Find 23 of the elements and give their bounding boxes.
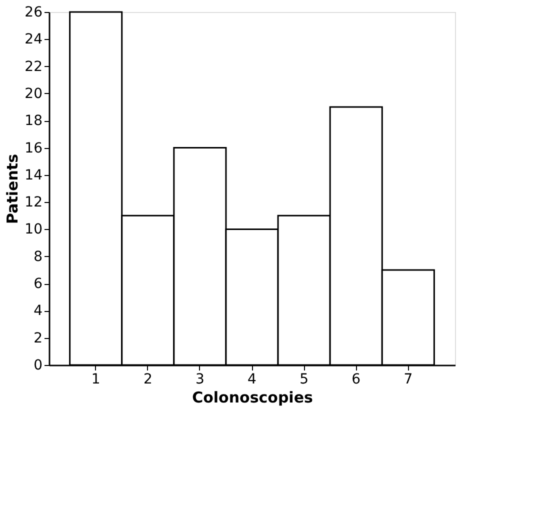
x-tick-label: 2 (143, 372, 152, 388)
y-tick-label: 20 (24, 86, 42, 102)
x-tick-label: 4 (248, 372, 257, 388)
y-tick-label: 12 (24, 194, 42, 211)
y-tick-label: 0 (34, 358, 42, 374)
y-tick-label: 14 (24, 167, 43, 184)
y-tick-label: 22 (24, 58, 42, 75)
y-tick-label: 2 (34, 330, 42, 346)
x-tick-label: 3 (195, 372, 204, 388)
x-tick-label: 1 (91, 372, 100, 388)
y-tick-label: 4 (34, 303, 43, 320)
y-tick-label: 24 (24, 32, 43, 48)
x-axis-title: Colonoscopies (192, 388, 313, 406)
x-tick-label: 7 (404, 372, 413, 388)
y-tick-label: 8 (34, 248, 42, 265)
x-tick-label: 6 (352, 372, 361, 388)
y-tick-label: 10 (24, 222, 42, 238)
y-axis-title: Patients (4, 154, 22, 224)
x-tick-label: 5 (300, 372, 309, 388)
y-tick-label: 16 (24, 140, 43, 156)
y-tick-label: 26 (24, 4, 43, 20)
y-tick-label: 6 (34, 276, 43, 292)
y-tick-label: 18 (24, 113, 42, 130)
